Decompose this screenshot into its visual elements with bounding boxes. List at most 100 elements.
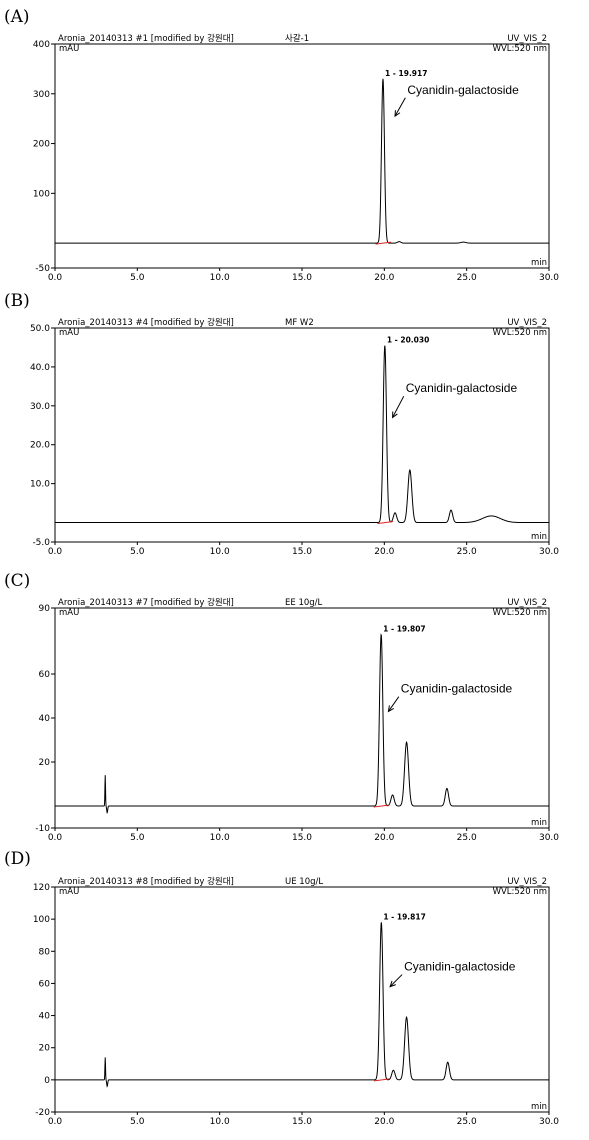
x-tick-label: 5.0 [130, 1117, 145, 1127]
x-tick-label: 30.0 [539, 1117, 559, 1127]
x-tick-label: 5.0 [130, 273, 145, 283]
chart-panel-d: (D) Aronia_20140313 #8 [modified by 강원대] U… [4, 849, 559, 1127]
integration-baseline [373, 1078, 390, 1082]
chart-panel-a: (A) Aronia_20140313 #1 [modified by 강원대] 사… [4, 7, 559, 283]
peak-label: 1 - 19.807 [383, 624, 426, 633]
arrow-head [389, 980, 396, 988]
x-tick-label: 0.0 [48, 833, 63, 843]
plot-frame [54, 886, 550, 1113]
integration-baseline [377, 521, 394, 525]
y-tick-label: 10.0 [30, 480, 50, 490]
sample-name: EE 10g/L [285, 598, 323, 608]
x-unit-label: min [531, 818, 547, 828]
x-tick-label: 0.0 [48, 1117, 63, 1127]
arrow-head [387, 705, 394, 713]
detector-channel: UV_VIS_2 [507, 877, 547, 887]
peak-label: 1 - 19.817 [383, 912, 426, 921]
y-tick-label: -10 [35, 824, 50, 834]
detector-channel: UV_VIS_2 [507, 318, 547, 328]
y-unit-label: mAU [59, 608, 79, 618]
y-tick-label: 100 [33, 189, 50, 199]
chart-panel-b: (B) Aronia_20140313 #4 [modified by 강원대] M… [4, 291, 559, 557]
x-tick-label: 10.0 [210, 547, 230, 557]
x-tick-label: 30.0 [539, 833, 559, 843]
x-tick-label: 30.0 [539, 273, 559, 283]
x-unit-label: min [531, 1102, 547, 1112]
annotation-arrow [389, 974, 403, 987]
compound-annotation: Cyanidin-galactoside [404, 960, 516, 974]
x-unit-label: min [531, 532, 547, 542]
y-tick-label: 20 [39, 758, 51, 768]
chromatogram-title: Aronia_20140313 #7 [modified by 강원대] [58, 597, 234, 608]
y-tick-label: 40 [39, 1012, 51, 1022]
y-tick-label: 200 [33, 140, 50, 150]
integration-baseline [375, 241, 392, 245]
sample-name: UE 10g/L [285, 877, 323, 887]
y-tick-label: 40 [39, 714, 51, 724]
wavelength-label: WVL:520 nm [493, 44, 547, 54]
x-tick-label: 10.0 [210, 1117, 230, 1127]
compound-annotation: Cyanidin-galactoside [406, 381, 518, 395]
y-tick-label: 100 [33, 915, 50, 925]
x-tick-label: 10.0 [210, 273, 230, 283]
signal-trace [55, 78, 549, 244]
x-tick-label: 10.0 [210, 833, 230, 843]
x-tick-label: 20.0 [374, 547, 394, 557]
x-tick-label: 25.0 [457, 273, 477, 283]
x-tick-label: 20.0 [374, 1117, 394, 1127]
panel-label: (C) [4, 571, 30, 591]
y-tick-label: 300 [33, 90, 50, 100]
arrow-head [392, 411, 398, 419]
y-tick-label: 120 [33, 883, 50, 893]
y-tick-label: 0 [44, 1076, 50, 1086]
y-tick-label: 40.0 [30, 363, 50, 373]
panel-label: (B) [4, 291, 30, 311]
x-tick-label: 0.0 [48, 547, 63, 557]
detector-channel: UV_VIS_2 [507, 598, 547, 608]
y-tick-label: 90 [39, 604, 51, 614]
peak-label: 1 - 19.917 [385, 69, 428, 78]
wavelength-label: WVL:520 nm [493, 328, 547, 338]
chart-panel-c: (C) Aronia_20140313 #7 [modified by 강원대] E… [4, 571, 559, 843]
x-tick-label: 25.0 [457, 833, 477, 843]
plot-frame [54, 607, 550, 829]
peak-label: 1 - 20.030 [387, 336, 430, 345]
x-tick-label: 15.0 [292, 547, 312, 557]
chromatogram-title: Aronia_20140313 #4 [modified by 강원대] [58, 317, 234, 328]
wavelength-label: WVL:520 nm [493, 608, 547, 618]
x-tick-label: 5.0 [130, 547, 145, 557]
chromatogram-title: Aronia_20140313 #8 [modified by 강원대] [58, 876, 234, 887]
signal-trace [55, 922, 549, 1088]
y-tick-label: 60 [39, 670, 51, 680]
sample-name: MF W2 [285, 318, 314, 328]
plot-frame [54, 327, 550, 543]
y-tick-label: 60 [39, 979, 51, 989]
detector-channel: UV_VIS_2 [507, 34, 547, 44]
signal-trace [55, 633, 549, 815]
x-tick-label: 15.0 [292, 1117, 312, 1127]
y-unit-label: mAU [59, 887, 79, 897]
x-tick-label: 25.0 [457, 547, 477, 557]
y-tick-label: 20 [39, 1044, 51, 1054]
y-unit-label: mAU [59, 328, 79, 338]
y-tick-label: -50 [35, 264, 50, 274]
y-tick-label: 20.0 [30, 441, 50, 451]
y-tick-label: 50.0 [30, 324, 50, 334]
panel-label: (D) [4, 849, 31, 869]
compound-annotation: Cyanidin-galactoside [401, 682, 513, 696]
x-tick-label: 25.0 [457, 1117, 477, 1127]
annotation-arrow [388, 696, 400, 712]
y-unit-label: mAU [59, 44, 79, 54]
y-tick-label: 400 [33, 40, 50, 50]
annotation-arrow [394, 97, 406, 117]
arrow-head [394, 110, 401, 118]
y-tick-label: -5.0 [32, 538, 50, 548]
x-tick-label: 0.0 [48, 273, 63, 283]
signal-trace [55, 345, 549, 524]
y-tick-label: 30.0 [30, 402, 50, 412]
x-unit-label: min [531, 258, 547, 268]
panel-label: (A) [4, 7, 30, 27]
x-tick-label: 20.0 [374, 273, 394, 283]
integration-baseline [373, 804, 390, 808]
